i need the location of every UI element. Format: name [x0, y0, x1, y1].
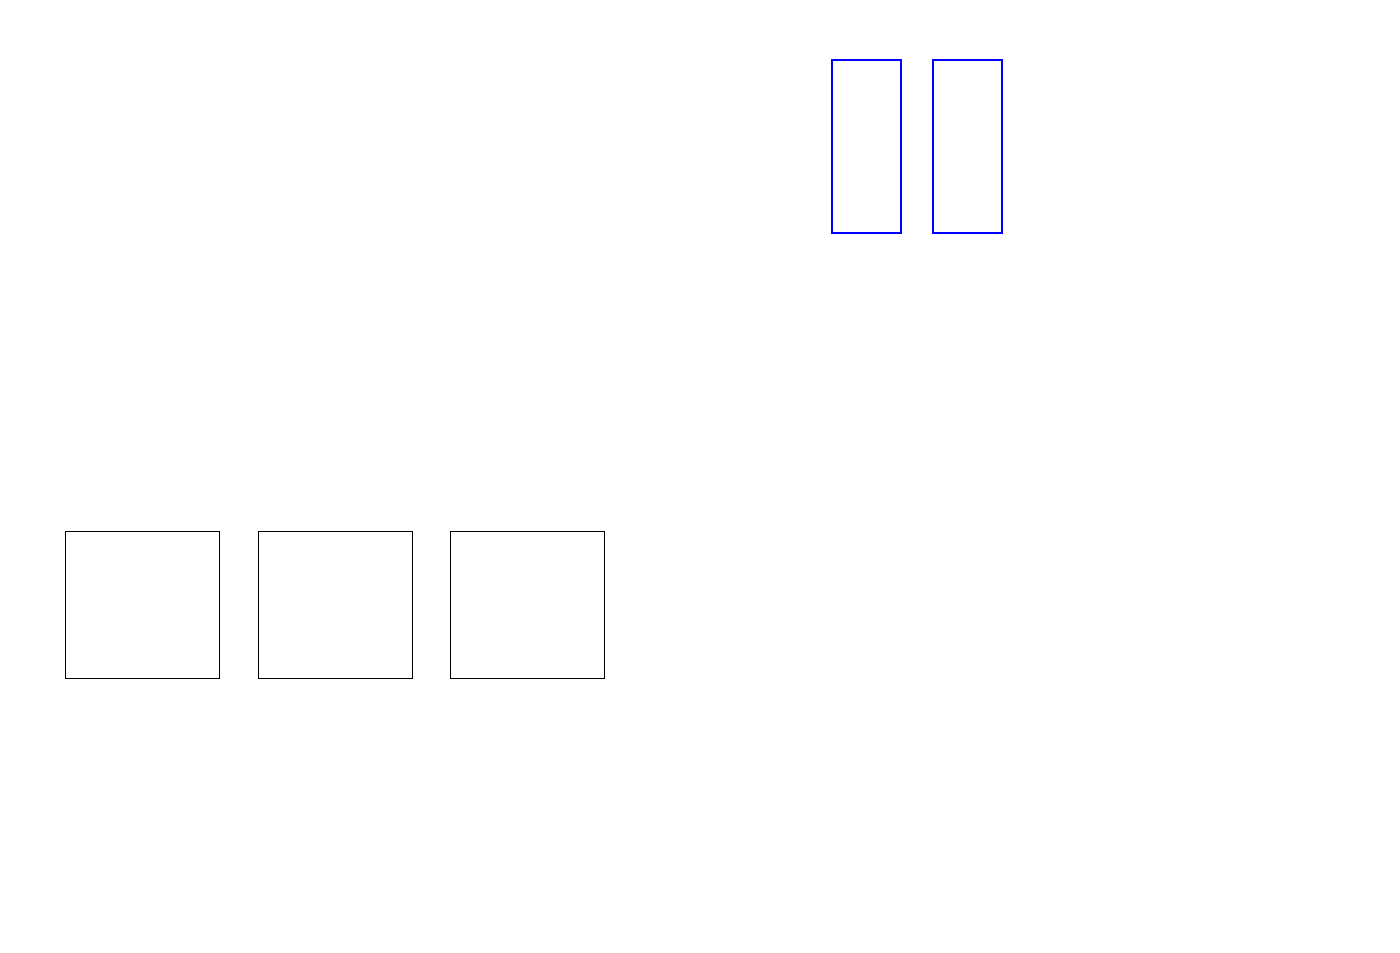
fiber-positions-cutout-canvas	[65, 531, 220, 679]
lineflux-map-cutout-canvas	[258, 531, 413, 679]
header-datetime-version	[1053, 3, 1102, 48]
header-plae	[114, 18, 118, 33]
header-qz	[148, 18, 152, 33]
hsc-dex-match-header	[68, 486, 72, 501]
with-sky-image-canvas	[833, 61, 900, 232]
hsc-r-cutout-canvas	[450, 531, 605, 679]
full-spectrum-plot-canvas	[80, 340, 1320, 452]
match-table-labels	[68, 774, 99, 953]
spec2d-panel	[465, 44, 825, 264]
clean-image-panel	[932, 59, 1003, 234]
detection-info-block	[68, 34, 99, 529]
match-table-values	[285, 767, 316, 953]
header-z	[167, 18, 176, 33]
clean-image-canvas	[934, 61, 1001, 232]
with-sky-panel	[831, 59, 902, 234]
line-fit-plot-canvas	[1040, 50, 1290, 240]
